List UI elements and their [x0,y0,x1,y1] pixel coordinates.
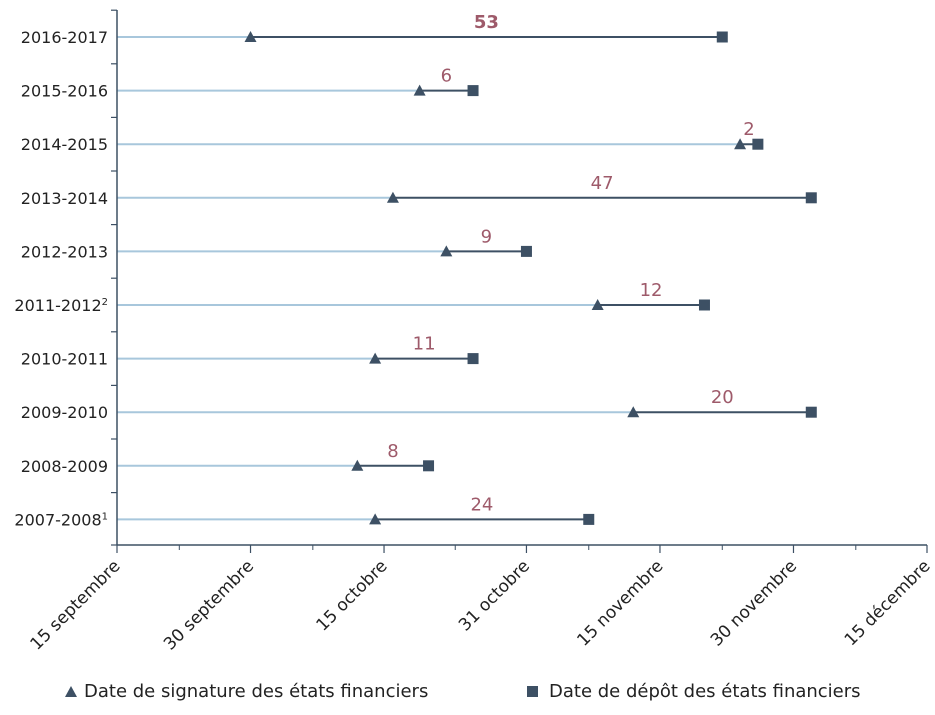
difference-label: 8 [387,441,398,462]
difference-label: 20 [711,387,734,408]
difference-label: 2 [743,119,754,140]
legend-square-marker [527,686,538,697]
chart-axes: 15 septembre 30 septembre 15 octobre 31 oct… [26,9,935,654]
signature-marker [351,459,364,471]
depot-marker [467,353,479,365]
difference-label: 11 [413,334,436,355]
category-label: 2008-2009 [21,457,108,476]
category-label: 2014-2015 [21,135,108,154]
difference-label: 47 [591,173,614,194]
depot-marker [423,460,435,472]
category-label: 2010-2011 [21,350,108,369]
signature-marker [244,31,257,42]
signature-marker [413,84,426,96]
category-label: 2012-2013 [21,242,108,261]
category-label: 2009-2010 [21,403,108,422]
difference-label: 24 [470,494,493,515]
signature-marker [591,299,604,310]
signature-marker [386,191,399,203]
x-tick-label: 15 septembre [26,556,124,654]
depot-marker [716,31,728,43]
x-tick-label: 31 octobre [455,556,534,635]
signature-marker [369,352,382,364]
x-tick-label: 30 novembre [707,556,801,650]
depot-marker [698,299,710,311]
category-label: 2013-2014 [21,189,108,208]
signature-marker [627,406,640,418]
depot-marker [520,245,532,257]
signature-marker [440,245,453,257]
x-tick-label: 15 décembre [841,556,935,650]
legend-signature-label: Date de signature des états financiers [84,681,428,702]
legend-depot-label: Date de dépôt des états financiers [549,681,861,702]
difference-label: 53 [474,12,499,33]
category-label: 2011-20122 [14,296,108,315]
legend-triangle-marker [65,686,77,697]
signature-marker [734,138,747,150]
category-label: 2016-2017 [21,28,108,47]
depot-marker [583,513,595,525]
category-label: 2007-20081 [14,510,108,529]
depot-marker [805,192,817,204]
chart-rows: 53 2016-2017 6 2015-2016 2 2014-2015 47 2013-20… [14,12,817,529]
x-tick-label: 15 octobre [313,556,392,635]
depot-marker [805,406,817,418]
x-tick-label: 30 septembre [160,556,258,654]
difference-label: 9 [481,226,492,247]
category-label: 2015-2016 [21,82,108,101]
depot-marker [467,85,479,97]
chart-legend: Date de signature des états financiers D… [65,681,861,702]
signature-marker [369,513,382,525]
x-tick-label: 15 novembre [573,556,667,650]
difference-label: 12 [640,280,663,301]
depot-marker [752,138,764,150]
difference-label: 6 [441,66,452,87]
